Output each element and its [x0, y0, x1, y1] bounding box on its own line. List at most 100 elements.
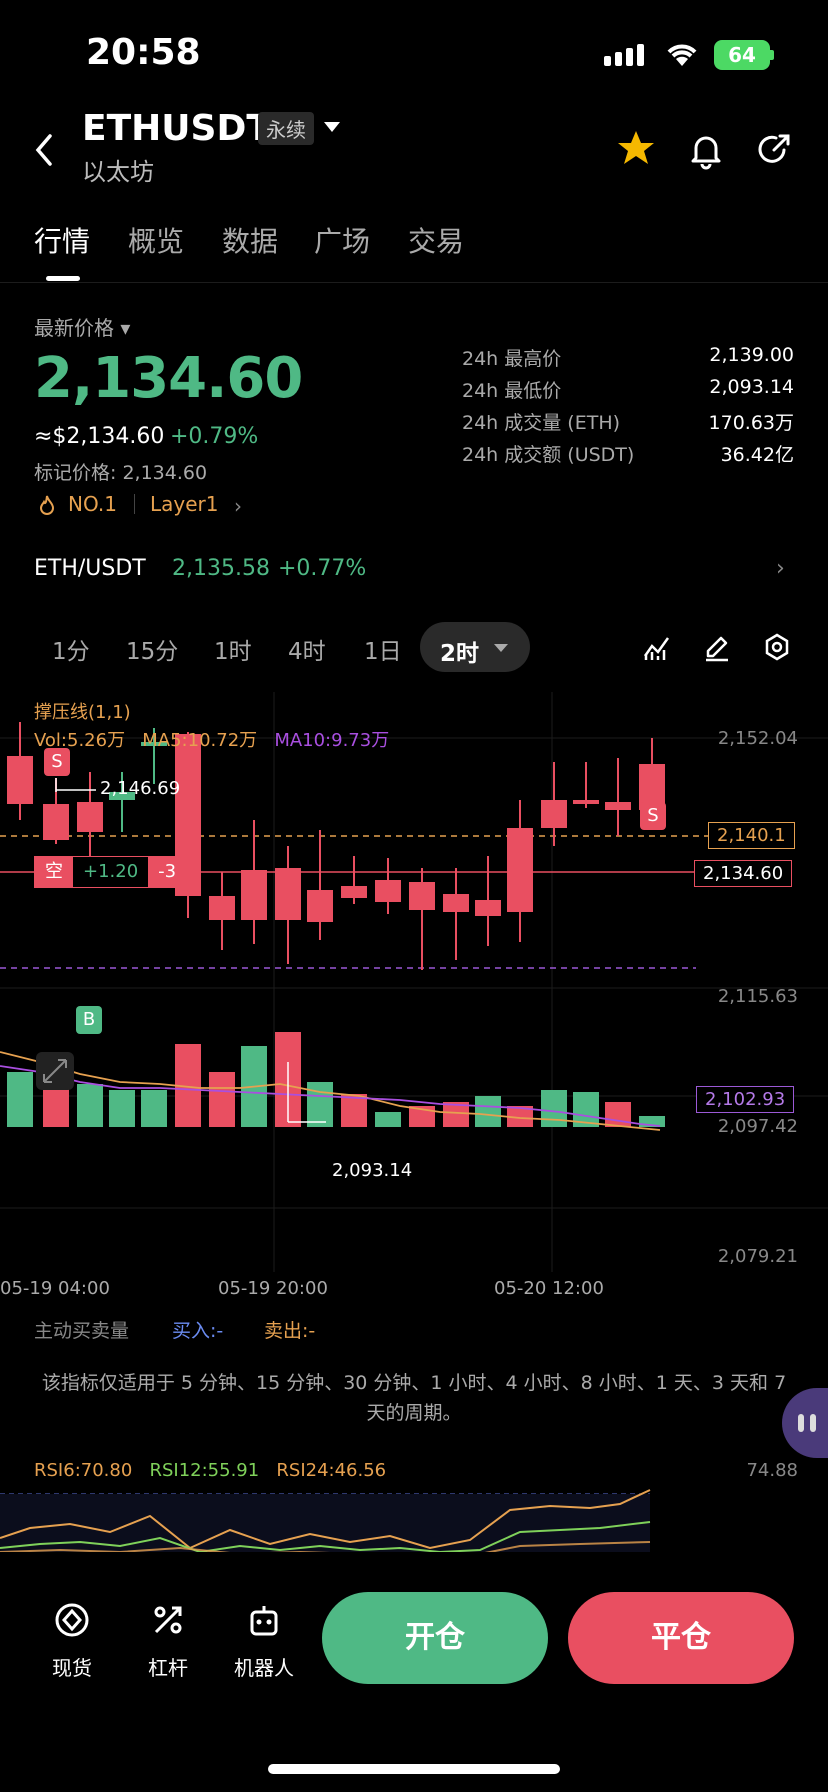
open-position-button[interactable]: 开仓 — [322, 1592, 548, 1684]
nav-robot-label: 机器人 — [234, 1656, 294, 1680]
volume-bar — [341, 1094, 367, 1127]
volume-bar — [375, 1112, 401, 1127]
volume-bar — [209, 1072, 235, 1127]
rsi-chart — [0, 1489, 651, 1558]
mark-price: 标记价格: 2,134.60 — [34, 462, 208, 484]
price-type-selector[interactable]: 最新价格 ▾ — [34, 316, 131, 340]
leverage-icon — [154, 1606, 182, 1634]
candle — [341, 886, 367, 898]
status-bar: 20:58 64 — [0, 0, 828, 100]
low-price-marker: 2,093.14 — [332, 1160, 413, 1181]
ma5-value: MA5:10.72万 — [142, 730, 258, 751]
candle — [605, 802, 631, 810]
bell-icon[interactable] — [686, 130, 726, 170]
battery-icon: 64 — [714, 40, 770, 70]
indicator-legend[interactable]: 撑压线(1,1) — [34, 702, 131, 723]
nav-spot-label: 现货 — [52, 1656, 92, 1680]
stat-high-label: 24h 最高价 — [462, 348, 562, 370]
tab-market[interactable]: 行情 — [34, 225, 91, 258]
nav-robot[interactable]: 机器人 — [224, 1600, 304, 1681]
y-axis-label: 2,152.04 — [717, 728, 798, 749]
rank-tag: NO.1 — [68, 492, 117, 516]
volume-bar — [109, 1090, 135, 1127]
wifi-icon — [667, 44, 697, 66]
volume-bar — [475, 1096, 501, 1127]
floating-pause-handle[interactable] — [782, 1388, 828, 1458]
volume-bar — [443, 1102, 469, 1127]
position-side: 空 — [35, 857, 73, 887]
x-axis-label: 05-20 12:00 — [494, 1278, 604, 1299]
timeframe-active[interactable] — [420, 622, 530, 672]
spot-icon — [55, 1603, 89, 1637]
timeframe-1m[interactable]: 1分 — [52, 639, 90, 665]
indicator-icon[interactable] — [642, 632, 672, 662]
position-pnl: +1.20 — [83, 861, 139, 882]
stat-low-label: 24h 最低价 — [462, 380, 562, 402]
order-flow-sell: 卖出:- — [264, 1320, 316, 1342]
tab-square[interactable]: 广场 — [314, 225, 371, 258]
candle — [475, 900, 501, 916]
candle — [241, 870, 267, 920]
symbol-dropdown-icon[interactable] — [324, 122, 340, 132]
sell-marker: S — [44, 748, 70, 776]
volume-bar — [541, 1090, 567, 1127]
close-position-button[interactable]: 平仓 — [568, 1592, 794, 1684]
volume-bar — [507, 1106, 533, 1127]
last-price: 2,134.60 — [34, 346, 303, 411]
timeframe-active-label: 2时 — [440, 641, 480, 667]
candle — [275, 868, 301, 920]
favorite-star-icon[interactable] — [616, 128, 656, 168]
stat-high-value: 2,139.00 — [709, 344, 794, 366]
candle — [209, 896, 235, 920]
tab-data[interactable]: 数据 — [222, 225, 279, 258]
order-flow-buy: 买入:- — [172, 1320, 224, 1342]
rsi-max-label: 74.88 — [746, 1460, 798, 1481]
battery-tip — [770, 50, 774, 60]
main-tabs: 行情 概览 数据 广场 交易 — [0, 220, 828, 283]
nav-spot[interactable]: 现货 — [32, 1600, 112, 1681]
timeframe-1d[interactable]: 1日 — [364, 639, 402, 665]
timeframe-dropdown-icon[interactable] — [494, 644, 508, 652]
candle — [409, 882, 435, 910]
nav-leverage-label: 杠杆 — [148, 1656, 188, 1680]
stat-low-value: 2,093.14 — [709, 376, 794, 398]
draw-pen-icon[interactable] — [702, 632, 732, 662]
volume-legend: Vol:5.26万 MA5:10.72万 MA10:9.73万 — [34, 726, 389, 752]
home-indicator — [268, 1764, 560, 1774]
settings-gear-icon[interactable] — [762, 632, 792, 662]
candle — [141, 742, 167, 746]
y-axis-label: 2,115.63 — [717, 986, 798, 1007]
spot-pair: ETH/USDT — [34, 556, 146, 581]
candle — [43, 804, 69, 840]
rsi12-value: RSI12:55.91 — [149, 1460, 260, 1481]
x-axis-label: 05-19 20:00 — [218, 1278, 328, 1299]
timeframe-1h[interactable]: 1时 — [214, 639, 252, 665]
candle — [307, 890, 333, 922]
chevron-right-icon[interactable]: › — [234, 494, 242, 518]
chevron-right-icon[interactable]: › — [776, 556, 785, 581]
category-tag[interactable]: Layer1 — [150, 492, 219, 516]
support-label: 2,102.93 — [696, 1086, 795, 1113]
tab-trade[interactable]: 交易 — [408, 225, 465, 258]
share-icon[interactable] — [754, 130, 794, 170]
back-icon[interactable] — [30, 130, 60, 170]
resistance-label: 2,140.1 — [708, 822, 795, 849]
rsi-legend: RSI6:70.80 RSI12:55.91 RSI24:46.56 — [34, 1460, 386, 1481]
candle — [507, 828, 533, 912]
spot-change: +0.77% — [278, 556, 367, 581]
position-tag[interactable]: 空 +1.20 -3 — [34, 856, 188, 888]
rsi24-value: RSI24:46.56 — [276, 1460, 387, 1481]
volume-bar — [409, 1106, 435, 1127]
perpetual-badge: 永续 — [258, 112, 314, 145]
position-qty: -3 — [148, 857, 187, 887]
volume-bar — [605, 1102, 631, 1127]
tab-overview[interactable]: 概览 — [128, 225, 185, 258]
order-flow-title: 主动买卖量 — [34, 1320, 130, 1342]
nav-leverage[interactable]: 杠杆 — [128, 1600, 208, 1681]
timeframe-4h[interactable]: 4时 — [288, 639, 326, 665]
tab-underline — [46, 276, 80, 281]
symbol-title[interactable]: ETHUSDT — [82, 108, 271, 149]
timeframe-15m[interactable]: 15分 — [126, 639, 179, 665]
indicator-note: 该指标仅适用于 5 分钟、15 分钟、30 分钟、1 小时、4 小时、8 小时、… — [41, 1372, 787, 1424]
candle — [109, 792, 135, 800]
